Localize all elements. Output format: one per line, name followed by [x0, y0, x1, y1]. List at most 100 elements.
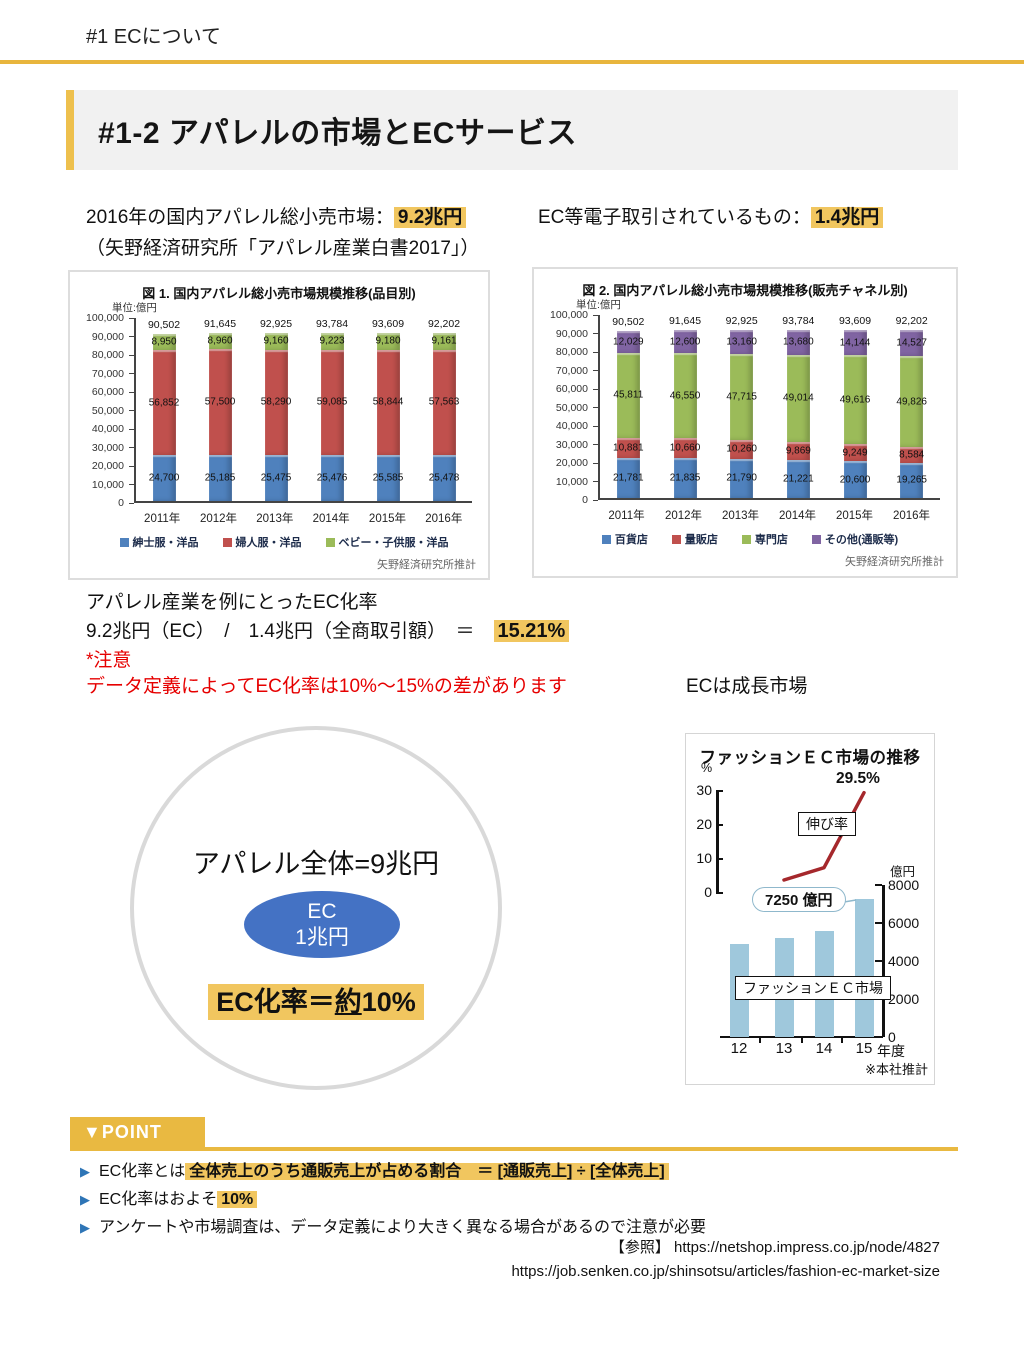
bullet-triangle-icon: ▶ [80, 1220, 90, 1235]
y-tick-label: 60,000 [555, 383, 588, 395]
x-axis-line [720, 1035, 883, 1038]
bar-column: 91,645 8,960 57,500 25,185 [192, 318, 248, 501]
ec-ellipse-value: 1兆円 [295, 925, 349, 949]
segment-value-label: 25,185 [204, 472, 236, 484]
segment-value-label: 25,585 [372, 472, 404, 484]
y-tick-mark [593, 333, 598, 334]
fig1-plot-area: 90,502 8,950 56,852 24,700 91,645 8,960 57,500… [134, 318, 472, 503]
bar-column: 92,925 13,160 47,715 10,260 21,790 [713, 315, 770, 498]
amount-callout: 7250 億円 [752, 887, 846, 912]
fig1-legend: 紳士服・洋品 婦人服・洋品 ベビー・子供服・洋品 [90, 534, 478, 550]
bar-segment: 14,144 [840, 330, 870, 356]
y-tick-mark [129, 373, 134, 374]
legend-label: 専門店 [754, 534, 788, 546]
header-rule [0, 60, 1024, 64]
y-tick-mark [593, 370, 598, 371]
fig2-unit-label: 単位:億円 [576, 299, 621, 311]
y-tick-label: 0 [118, 497, 124, 509]
segment-value-label: 9,160 [263, 335, 289, 347]
fig1-y-axis: 0 10,000 20,000 30,000 40,000 50,000 60,000 70,… [70, 312, 134, 509]
segment-value-label: 25,475 [260, 472, 292, 484]
segment-value-label: 21,790 [726, 472, 757, 484]
bar-segment: 47,715 [726, 353, 757, 441]
fig1-source: 矢野経済研究所推計 [377, 559, 476, 571]
note-text: データ定義によってEC化率は10%～15%の差があります [86, 676, 567, 697]
y-tick-label: 20,000 [555, 457, 588, 469]
y-tick-mark [129, 502, 134, 504]
bar-column: 93,609 14,144 49,616 9,249 20,600 [827, 315, 884, 498]
y-tick-mark [593, 351, 598, 353]
bar-column: 93,609 9,180 58,844 25,585 [360, 318, 416, 501]
x-category-label: 2016年 [892, 510, 931, 522]
bar-total-label: 93,784 [782, 315, 815, 328]
segment-value-label: 24,700 [148, 472, 180, 484]
bar-segment: 49,014 [783, 354, 814, 443]
intro-left-highlight: 9.2兆円 [393, 207, 467, 228]
bar-segment: 25,476 [317, 455, 347, 501]
segment-value-label: 9,180 [375, 335, 401, 347]
bar-segment: 49,616 [840, 355, 870, 445]
legend-item: 紳士服・洋品 [119, 534, 199, 550]
y-tick-mark [129, 317, 134, 319]
venn-rate-label: EC化率＝約10% [208, 984, 424, 1020]
segment-value-label: 47,715 [726, 391, 757, 403]
bar-column: 92,202 14,527 49,826 8,584 19,265 [883, 315, 940, 498]
bar-segment: 10,660 [670, 438, 700, 458]
ec-rate-block: アパレル産業を例にとったEC化率 9.2兆円（EC） / 1.4兆円（全商取引額… [86, 588, 570, 646]
segment-value-label: 57,563 [428, 396, 460, 408]
fig1-unit-label: 単位:億円 [112, 302, 157, 314]
bar-segment: 25,185 [205, 454, 235, 501]
segment-value-label: 14,527 [896, 337, 927, 349]
segment-value-label: 13,680 [783, 336, 814, 348]
y-tick-label: 40,000 [91, 423, 124, 435]
bar-segment: 24,700 [149, 455, 179, 501]
legend-swatch [671, 534, 681, 544]
apparel-ec-venn: アパレル全体=9兆円 EC 1兆円 EC化率＝約10% [130, 726, 502, 1090]
y-tick-mark [593, 388, 598, 390]
growth-market-label: ECは成長市場 [686, 676, 808, 697]
x-category-label: 2011年 [144, 513, 181, 525]
note-mark: *注意 [86, 650, 132, 671]
y-tick-mark [129, 428, 134, 430]
page-header: #1 ECについて [86, 26, 221, 48]
section-title-bar: #1-2 アパレルの市場とECサービス [66, 90, 958, 170]
y-tick-label: 50,000 [91, 404, 124, 417]
y-tick-mark [129, 447, 134, 448]
bar-segment: 57,563 [429, 349, 459, 455]
segment-value-label: 12,600 [669, 336, 701, 348]
x-axis-tick [801, 1038, 803, 1043]
x-category-label: 2012年 [664, 510, 703, 522]
bar-total-label: 92,202 [895, 315, 928, 327]
bar-segment: 59,085 [317, 349, 347, 456]
y-tick-label: 20,000 [91, 460, 124, 472]
bar-segment: 25,478 [429, 454, 459, 501]
legend-swatch [811, 534, 821, 544]
venn-rate-post: 10% [361, 987, 416, 1017]
bar-segment: 49,826 [896, 356, 927, 448]
growth-line-label: 伸び率 [798, 812, 856, 836]
ec-rate-line1: アパレル産業を例にとったEC化率 [86, 592, 378, 613]
segment-value-label: 49,014 [783, 392, 814, 404]
bar-total-label: 91,645 [203, 318, 237, 330]
x-category-label: 2013年 [721, 510, 760, 522]
point-bullets: ▶ EC化率とは 全体売上のうち通販売上が占める割合 ＝ [通販売上] ÷ [全体売… [80, 1158, 706, 1242]
x-category-label: 2011年 [608, 510, 645, 522]
bar-total-label: 93,784 [315, 318, 349, 330]
growth-line-path [782, 790, 866, 882]
legend-swatch [601, 534, 611, 544]
y-tick-label: 90,000 [91, 330, 124, 343]
bar-column: 90,502 8,950 56,852 24,700 [136, 318, 192, 501]
segment-value-label: 21,221 [783, 473, 814, 485]
intro-left-source: （矢野経済研究所「アパレル産業白書2017」） [86, 238, 480, 259]
ec-ellipse-wrap: EC 1兆円 [172, 891, 472, 958]
right-axis-tick-label: 4000 [888, 952, 920, 969]
fig2-chart: 図 2. 国内アパレル総小売市場規模推移(販売チャネル別) 単位:億円 0 10,… [532, 267, 958, 578]
y-tick-label: 30,000 [91, 441, 124, 454]
y-tick-mark [593, 314, 598, 316]
y-tick-label: 60,000 [91, 386, 124, 398]
bar-total-label: 90,502 [147, 318, 181, 331]
right-axis-tick [875, 1035, 882, 1038]
bullet-text: アンケートや市場調査は、データ定義により大きく異なる場合があるので注意が必要 [99, 1219, 707, 1236]
y-tick-mark [593, 407, 598, 408]
segment-value-label: 21,835 [669, 472, 701, 484]
